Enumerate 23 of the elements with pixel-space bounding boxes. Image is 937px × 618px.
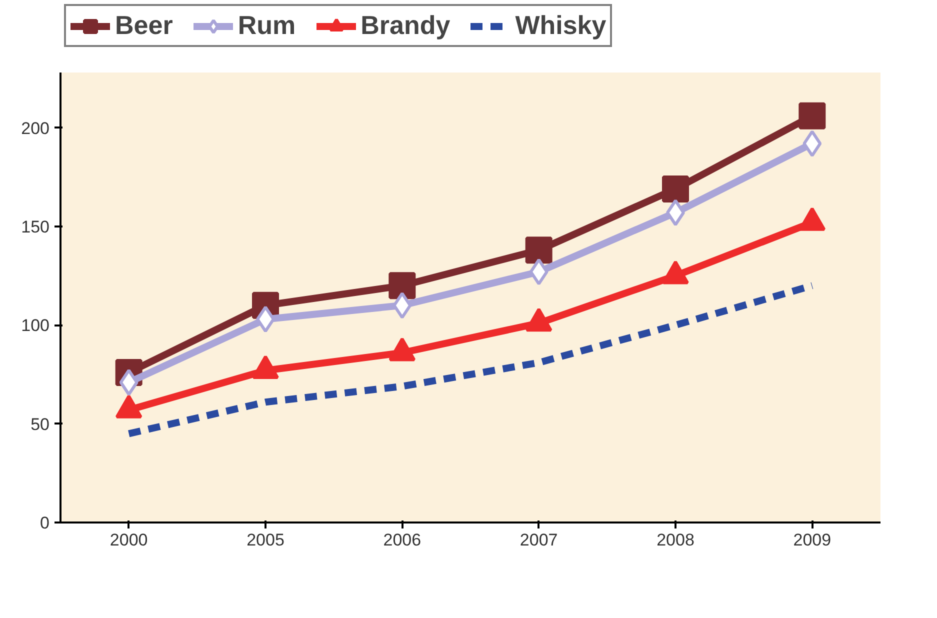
x-tick-label: 2005: [246, 530, 284, 550]
point: [388, 272, 416, 300]
legend-label: Rum: [238, 10, 296, 41]
y-tick-label: 200: [21, 118, 50, 138]
x-tick-label: 2007: [520, 530, 558, 550]
point: [392, 292, 412, 319]
x-tick-label: 2009: [793, 530, 832, 550]
legend-label: Whisky: [515, 10, 606, 41]
point: [662, 175, 689, 202]
legend-label: Beer: [115, 10, 173, 41]
legend-label: Brandy: [360, 10, 450, 41]
x-tick-label: 2000: [110, 530, 148, 550]
point: [119, 368, 138, 396]
point: [798, 102, 826, 130]
y-tick-label: 50: [30, 414, 50, 434]
y-tick-label: 0: [40, 514, 50, 532]
y-tick-label: 150: [21, 217, 50, 236]
point: [525, 236, 552, 264]
point: [529, 258, 548, 286]
point: [802, 130, 822, 158]
x-tick-label: 2008: [656, 530, 694, 550]
y-tick-label: 100: [21, 316, 50, 336]
x-tick-label: 2006: [383, 530, 422, 550]
